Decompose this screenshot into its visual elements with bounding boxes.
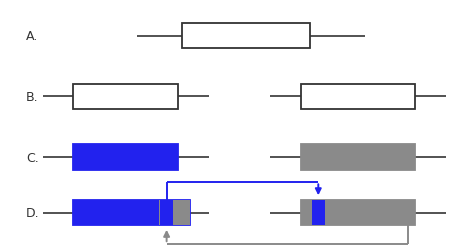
Bar [73,84,178,110]
Bar [160,200,173,226]
Bar [301,84,415,110]
Text: A.: A. [26,30,38,43]
Bar [301,200,415,226]
Bar [301,145,415,170]
Text: C.: C. [26,151,39,164]
Bar [182,24,310,49]
Bar [159,200,190,226]
Bar [73,200,190,226]
Bar [312,200,325,226]
Bar [73,145,178,170]
Text: D.: D. [26,206,40,219]
Text: B.: B. [26,90,39,104]
